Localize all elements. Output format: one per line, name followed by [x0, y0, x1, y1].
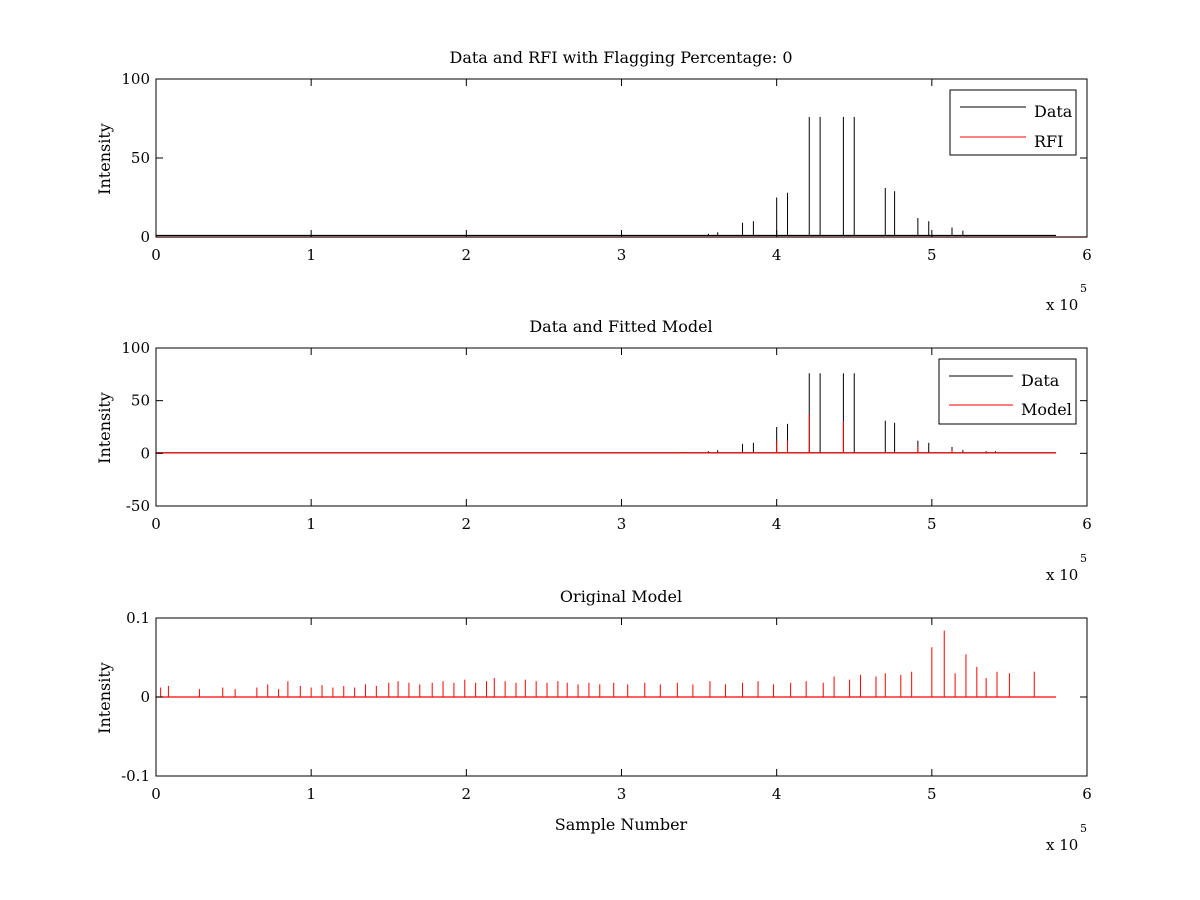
x-tick-label: 4 — [772, 785, 782, 803]
x-multiplier-exponent: 5 — [1080, 552, 1087, 565]
subplot-2-plot-area — [156, 373, 1056, 454]
subplot-1-x-multiplier: x 10 5 — [1046, 282, 1087, 314]
legend-label-rfi: RFI — [1034, 132, 1063, 151]
y-tick-label: -0.1 — [121, 767, 150, 785]
subplot-1-legend: Data RFI — [949, 89, 1077, 156]
subplot-1-title: Data and RFI with Flagging Percentage: 0 — [449, 48, 792, 67]
x-tick-label: 4 — [772, 246, 782, 264]
x-tick-label: 2 — [462, 785, 472, 803]
y-tick-label: 50 — [131, 149, 150, 167]
x-tick-label: 3 — [617, 515, 627, 533]
x-multiplier-base: x 10 — [1046, 566, 1078, 584]
series-model — [156, 414, 1056, 454]
legend-box — [949, 89, 1077, 156]
y-tick-label: 100 — [121, 339, 150, 357]
x-tick-label: 1 — [306, 515, 316, 533]
legend-box — [938, 358, 1077, 425]
y-tick-label: 0.1 — [126, 609, 150, 627]
subplot-2-x-multiplier: x 10 5 — [1046, 552, 1087, 584]
x-tick-label: 2 — [462, 246, 472, 264]
y-tick-label: 50 — [131, 392, 150, 410]
x-tick-label: 3 — [617, 246, 627, 264]
subplot-3: Original Model Intensity Sample Number 0… — [95, 587, 1092, 854]
x-tick-label: 6 — [1082, 515, 1092, 533]
legend-label-model: Model — [1021, 400, 1072, 419]
x-tick-label: 0 — [151, 246, 161, 264]
legend-label-data: Data — [1034, 102, 1073, 121]
y-tick-label: 0 — [140, 688, 150, 706]
subplot-3-axes: 0 1 2 3 4 5 6-0.100.1 — [121, 609, 1092, 803]
x-multiplier-base: x 10 — [1046, 836, 1078, 854]
series-data — [156, 116, 1056, 237]
subplot-2-legend: Data Model — [938, 358, 1077, 425]
subplot-1-ylabel: Intensity — [95, 123, 114, 195]
x-tick-label: 5 — [927, 515, 937, 533]
x-tick-label: 6 — [1082, 246, 1092, 264]
subplot-2-title: Data and Fitted Model — [529, 317, 712, 336]
x-tick-label: 0 — [151, 515, 161, 533]
subplot-1-axes: 0 1 2 3 4 5 6 0 50 100 — [121, 70, 1091, 264]
x-tick-label: 1 — [306, 246, 316, 264]
subplot-3-title: Original Model — [560, 587, 682, 606]
x-tick-label: 5 — [927, 246, 937, 264]
x-tick-label: 0 — [151, 785, 161, 803]
y-tick-label: 0 — [140, 444, 150, 462]
y-tick-label: 100 — [121, 70, 150, 88]
x-tick-label: 3 — [617, 785, 627, 803]
x-tick-label: 1 — [306, 785, 316, 803]
x-tick-label: 5 — [927, 785, 937, 803]
subplot-3-ylabel: Intensity — [95, 662, 114, 734]
x-multiplier-exponent: 5 — [1080, 822, 1087, 835]
x-tick-label: 4 — [772, 515, 782, 533]
subplot-1: Data and RFI with Flagging Percentage: 0… — [95, 48, 1092, 314]
subplot-2: Data and Fitted Model Intensity 0 1 2 3 4 5 6 -… — [95, 317, 1092, 584]
x-tick-label: 2 — [462, 515, 472, 533]
y-tick-label: -50 — [126, 497, 150, 515]
series-model — [156, 630, 1056, 698]
x-multiplier-base: x 10 — [1046, 296, 1078, 314]
subplot-3-x-multiplier: x 10 5 — [1046, 822, 1087, 854]
subplot-3-plot-area — [156, 630, 1056, 698]
x-tick-label: 6 — [1082, 785, 1092, 803]
x-multiplier-exponent: 5 — [1080, 282, 1087, 295]
subplot-2-ylabel: Intensity — [95, 392, 114, 464]
subplot-3-xlabel: Sample Number — [555, 815, 688, 834]
y-tick-label: 0 — [140, 228, 150, 246]
legend-label-data: Data — [1021, 371, 1060, 390]
